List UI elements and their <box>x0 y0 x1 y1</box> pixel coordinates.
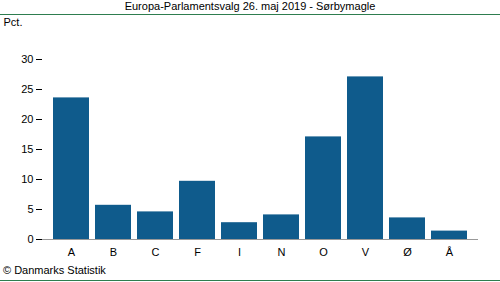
svg-text:A: A <box>68 246 76 258</box>
svg-text:0: 0 <box>27 233 33 245</box>
svg-text:10: 10 <box>21 173 33 185</box>
html-text:Europa-Parlamentsvalg 26. maj: Europa-Parlamentsvalg 26. maj 2019 - Sør… <box>124 0 376 12</box>
svg-text:15: 15 <box>21 143 33 155</box>
svg-text:O: O <box>319 246 328 258</box>
svg-text:Ø: Ø <box>403 246 412 258</box>
svg-text:V: V <box>362 246 370 258</box>
svg-text:Pct.: Pct. <box>4 16 23 28</box>
svg-text:N: N <box>278 246 286 258</box>
html-text:© Danmarks Statistik: © Danmarks Statistik <box>3 264 106 276</box>
svg-text:F: F <box>194 246 201 258</box>
svg-text:C: C <box>152 246 160 258</box>
svg-text:25: 25 <box>21 83 33 95</box>
svg-text:B: B <box>110 246 117 258</box>
svg-text:Å: Å <box>446 246 454 258</box>
svg-text:I: I <box>238 246 241 258</box>
svg-text:30: 30 <box>21 53 33 65</box>
svg-text:5: 5 <box>27 203 33 215</box>
svg-text:20: 20 <box>21 113 33 125</box>
